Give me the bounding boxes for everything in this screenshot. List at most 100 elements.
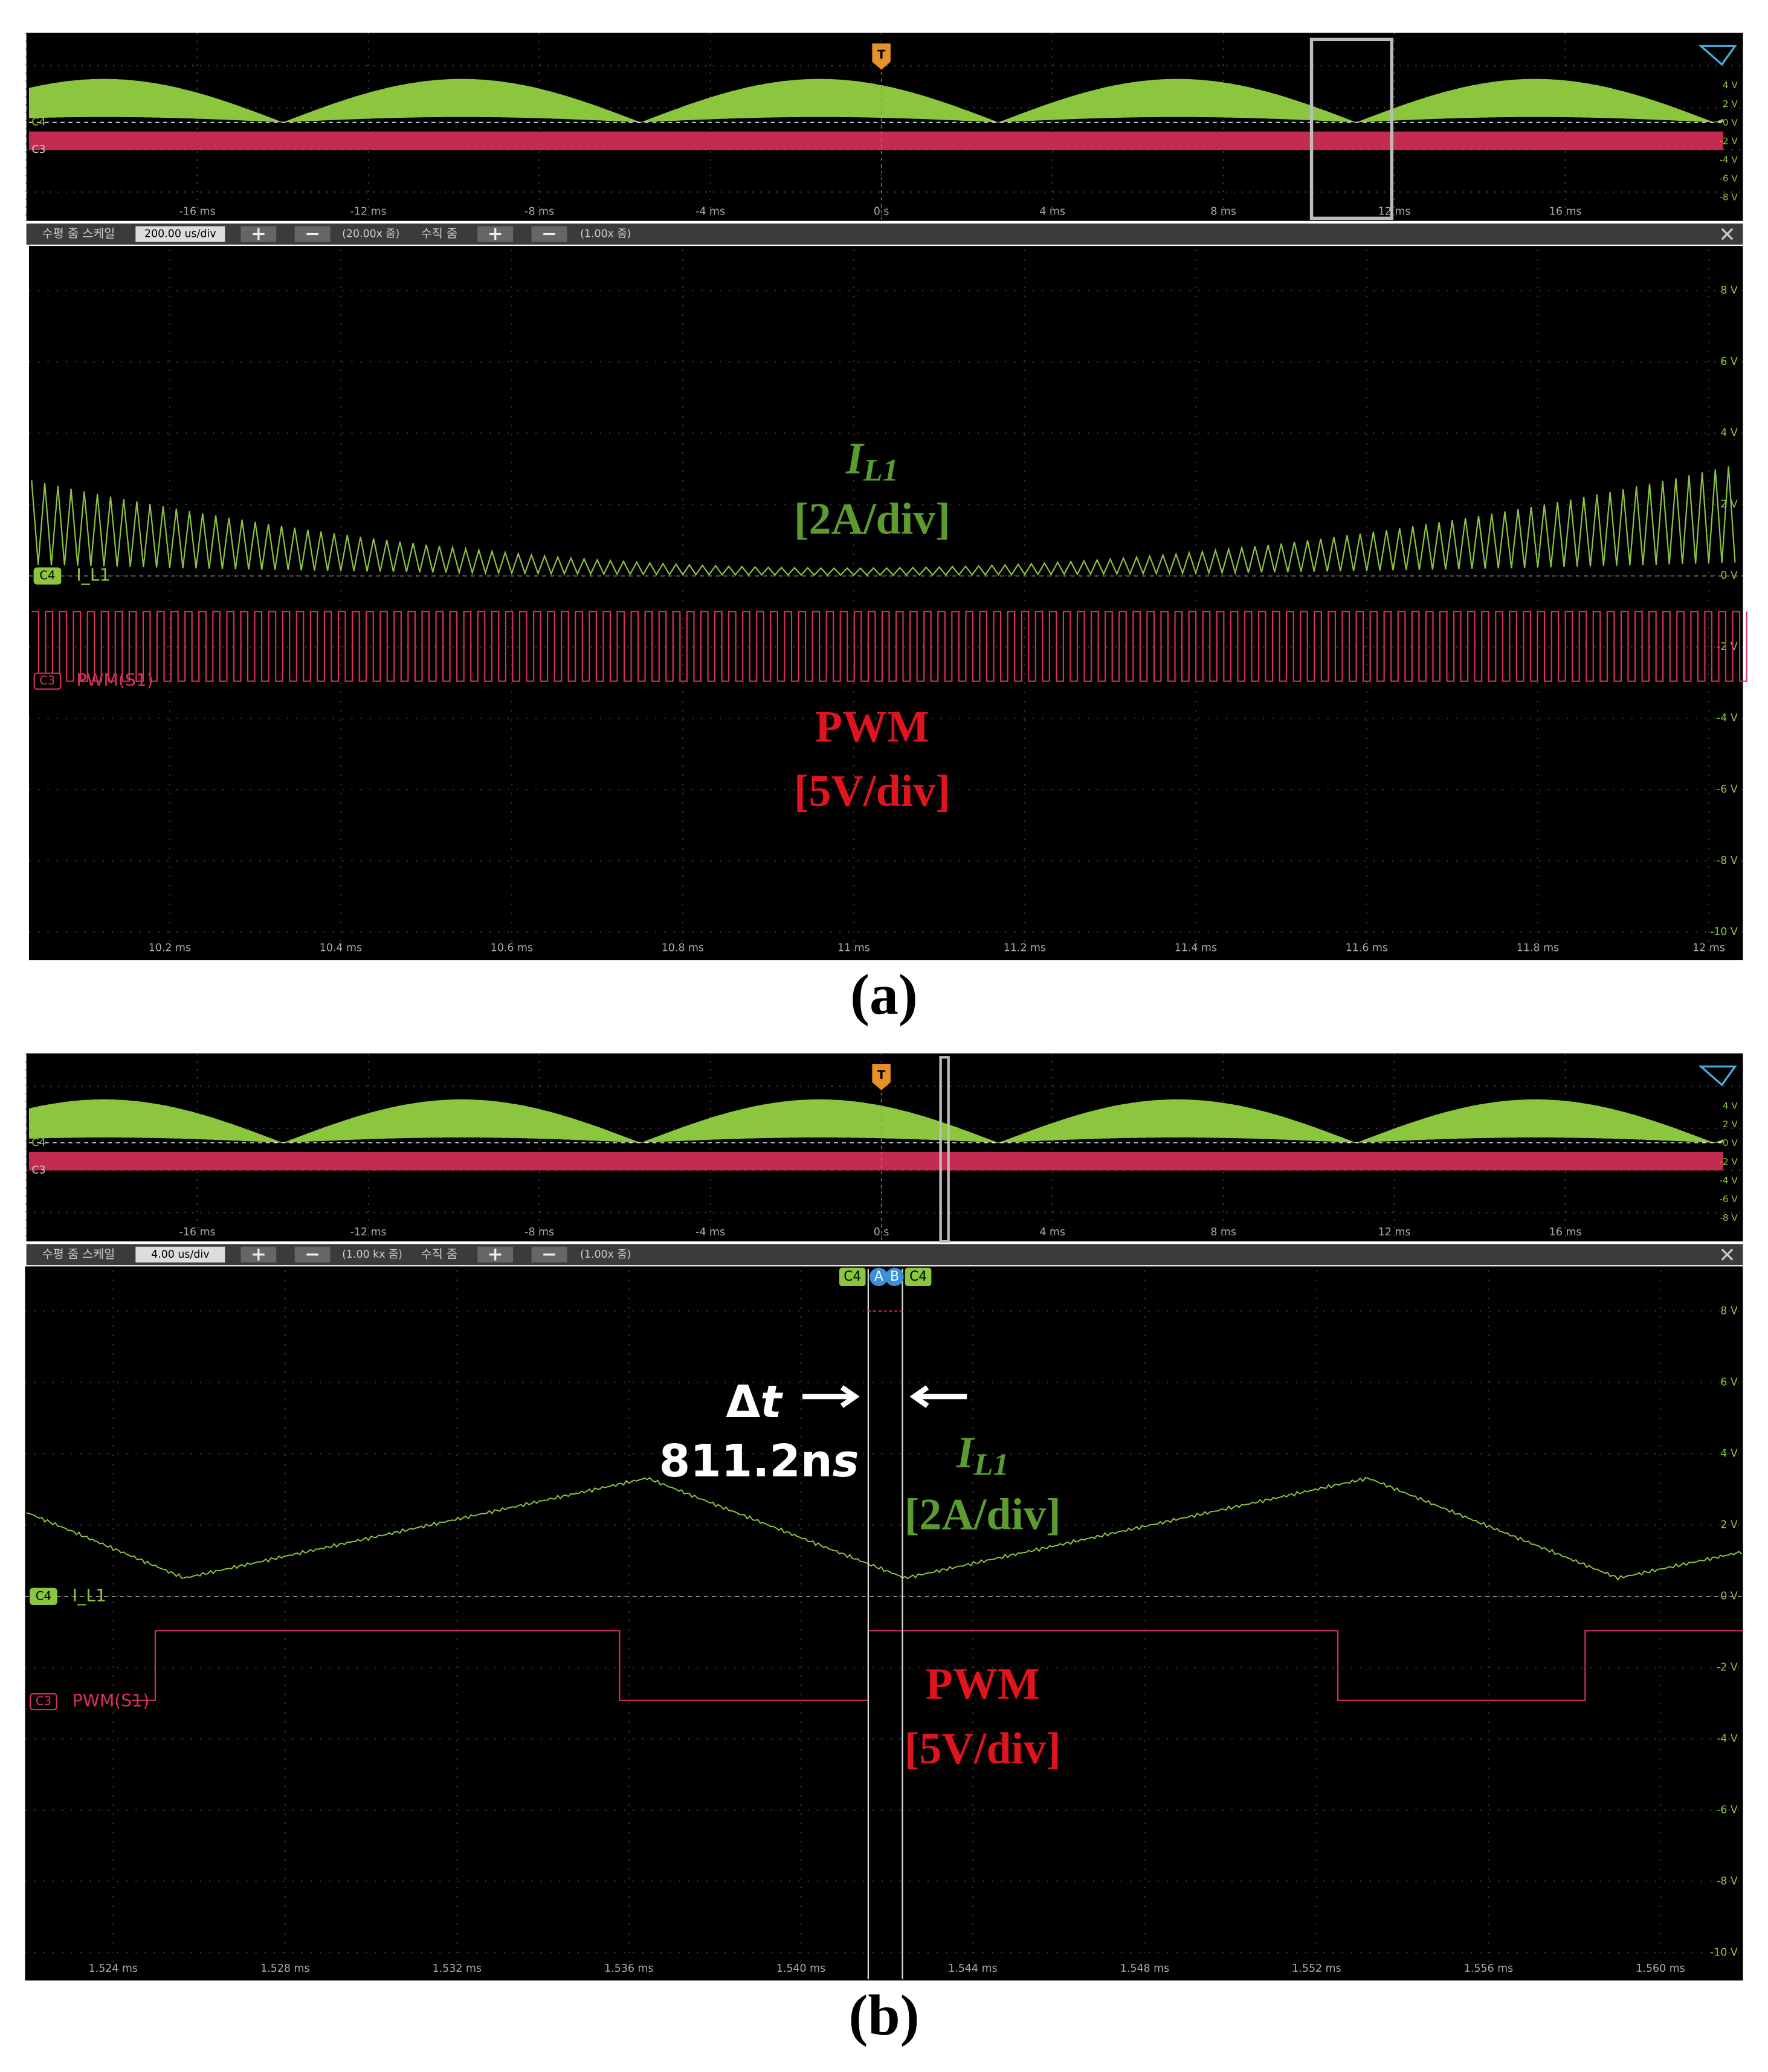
main-x-tick-label: 11.2 ms: [1004, 942, 1046, 954]
channel-name: I_L1: [73, 1586, 106, 1606]
overview-y-tick-label: 0 V: [1723, 1137, 1738, 1148]
main-y-tick-label: 0 V: [1720, 1590, 1738, 1602]
main-y-tick-label: 6 V: [1720, 1376, 1738, 1388]
main-x-tick-label: 11.4 ms: [1175, 942, 1217, 954]
overview-x-tick-label: 4 ms: [1039, 205, 1065, 217]
overview-x-tick-label: 16 ms: [1549, 1226, 1582, 1238]
cursor-label: C4: [909, 1269, 927, 1284]
close-button[interactable]: [1721, 228, 1734, 240]
channel-badge-label: C4: [36, 1589, 51, 1603]
current-symbol: I: [845, 434, 865, 483]
overview-pwm-trace: [28, 131, 1723, 150]
main-x-tick-label: 10.6 ms: [491, 942, 533, 954]
overview-current-trace: [28, 79, 1723, 123]
pwm-scale: [5V/div]: [794, 767, 950, 816]
cursor-badge[interactable]: [885, 1267, 904, 1287]
current-scale: [2A/div]: [905, 1490, 1061, 1539]
overview-channel-label: C3: [31, 1164, 45, 1176]
trigger-marker: T: [877, 1068, 886, 1082]
main-x-tick-label: 10.8 ms: [662, 942, 704, 954]
current-scale: [2A/div]: [794, 494, 950, 544]
overview-x-tick-label: -4 ms: [695, 1226, 725, 1238]
arrow-left: [909, 1385, 967, 1408]
scale-field[interactable]: [135, 226, 225, 242]
current-annotation: IL1: [956, 1428, 1009, 1482]
overview-x-tick-label: -12 ms: [350, 205, 387, 217]
main-x-tick-label: 1.540 ms: [776, 1963, 825, 1975]
vertical-zoom-label: 수직 줌: [421, 1247, 457, 1261]
main-y-tick-label: -2 V: [1717, 641, 1738, 653]
zoom-window: [1309, 37, 1394, 220]
overview-x-tick-label: 16 ms: [1549, 205, 1582, 217]
trigger-marker-shape: [872, 1064, 891, 1090]
main-x-tick-label: 10.2 ms: [149, 942, 191, 954]
overview-x-tick-label: -4 ms: [695, 205, 725, 217]
overview-x-tick-label: -16 ms: [179, 205, 216, 217]
scope-panel: T C4 C3 -16 ms -12 ms -8 ms -4 ms 0 s 4 ms 8 ms 12…: [25, 1053, 1743, 2047]
cursor-badge[interactable]: [905, 1267, 932, 1287]
delta-label: Δt: [726, 1375, 783, 1427]
overview-y-tick-label: -8 V: [1719, 1212, 1738, 1223]
overview-y-tick-label: -4 V: [1719, 155, 1738, 166]
horizontal-scale: 200.00 us/div: [144, 228, 216, 240]
pwm-annotation: PWM: [926, 1659, 1040, 1709]
overview-channel-label: C4: [31, 1137, 45, 1149]
channel-name: PWM(S1): [76, 671, 153, 690]
main-y-tick-label: 2 V: [1720, 498, 1738, 510]
caption: (a): [850, 963, 918, 1027]
current-trace: [31, 466, 1736, 576]
cursor-label: C4: [844, 1269, 861, 1284]
pwm-scale: [5V/div]: [905, 1724, 1061, 1774]
channel-badge: [33, 567, 62, 585]
main-y-tick-label: -6 V: [1717, 783, 1738, 796]
delta-unit: s: [833, 1435, 859, 1487]
cursor-badge[interactable]: [839, 1267, 866, 1287]
delta-value: 811.2ns: [659, 1435, 859, 1487]
delta-symbol: Δ: [726, 1375, 760, 1427]
close-button[interactable]: [1721, 1248, 1734, 1261]
main-x-tick-label: 1.548 ms: [1120, 1963, 1169, 1975]
zoom-toolbar: [26, 224, 1743, 245]
main-y-tick-label: -8 V: [1717, 855, 1738, 867]
channel-badge-label: C3: [39, 674, 55, 687]
cursor-badge[interactable]: [869, 1267, 888, 1287]
pwm-annotation: PWM: [815, 702, 929, 751]
overview-y-tick-label: 4 V: [1723, 80, 1738, 91]
main-x-tick-label: 10.4 ms: [320, 942, 362, 954]
channel-badge: [30, 1588, 57, 1605]
trigger-marker-shape: [872, 43, 891, 70]
overview-y-tick-label: -2 V: [1719, 136, 1738, 147]
overview-x-tick-label: 12 ms: [1378, 205, 1411, 217]
delta-variable: t: [760, 1375, 783, 1427]
arrow-right: [802, 1385, 860, 1408]
main-x-tick-label: 12 ms: [1692, 942, 1725, 954]
caption: (b): [848, 1983, 919, 2047]
overview-y-tick-label: -6 V: [1719, 173, 1738, 184]
zoom-window: [939, 1056, 950, 1243]
main-background: [25, 1266, 1743, 1981]
overview-channel-label: C3: [31, 144, 45, 156]
channel-badge: [30, 1693, 57, 1711]
overview-y-tick-label: 4 V: [1723, 1100, 1738, 1111]
main-y-tick-label: 4 V: [1720, 427, 1738, 439]
overview-pwm-trace: [28, 1152, 1723, 1171]
overview-y-tick-label: 0 V: [1723, 117, 1738, 128]
main-x-tick-label: 1.556 ms: [1464, 1963, 1513, 1975]
main-background: [28, 246, 1743, 960]
overview-y-tick-label: -2 V: [1719, 1156, 1738, 1167]
main-y-tick-label: 8 V: [1720, 1305, 1738, 1317]
overview-x-tick-label: -8 ms: [524, 205, 554, 217]
vertical-zoom-factor: (1.00x 줌): [580, 1249, 631, 1261]
channel-badge: [33, 672, 62, 690]
current-annotation: IL1: [845, 434, 899, 487]
current-subscript: L1: [863, 453, 899, 488]
main-y-tick-label: 8 V: [1720, 285, 1738, 297]
scale-field[interactable]: [135, 1246, 225, 1263]
scope-panel: T C4 C3 -16 ms -12 ms -8 ms -4 ms 0 s 4 ms 8 ms 12…: [25, 33, 1747, 1027]
overview-x-tick-label: -16 ms: [179, 1226, 216, 1238]
horizontal-zoom-factor: (1.00 kx 줌): [342, 1249, 402, 1261]
overview-x-tick-label: -8 ms: [524, 1226, 554, 1238]
overview-channel-label: C4: [31, 116, 45, 128]
